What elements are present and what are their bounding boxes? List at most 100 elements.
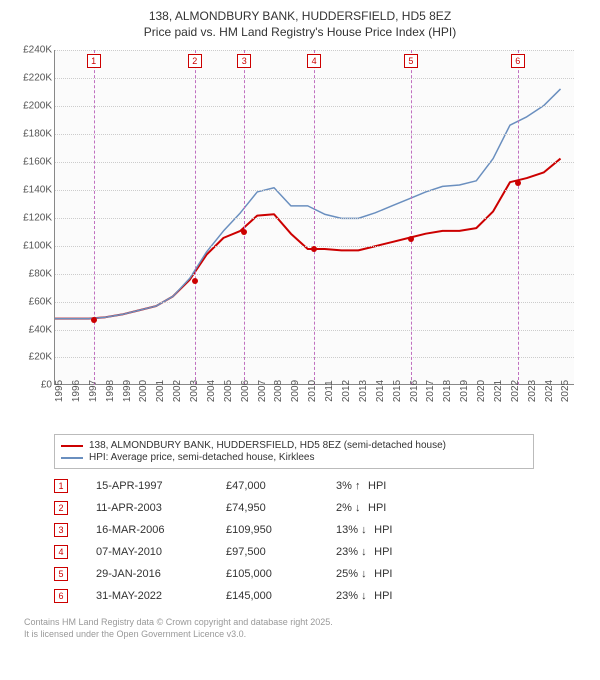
x-axis-label: 2006 [240, 380, 251, 402]
chart-title: 138, ALMONDBURY BANK, HUDDERSFIELD, HD5 … [12, 8, 588, 40]
marker-point [311, 246, 317, 252]
tx-delta: 23% ↓ HPI [336, 590, 436, 602]
tx-price: £97,500 [226, 546, 336, 558]
y-axis-label: £140K [14, 184, 52, 195]
x-axis-label: 2005 [223, 380, 234, 402]
tx-date: 11-APR-2003 [96, 502, 226, 514]
x-axis-label: 2014 [375, 380, 386, 402]
x-axis-label: 2017 [425, 380, 436, 402]
legend-swatch [61, 445, 83, 447]
chart-area: 123456 £0£20K£40K£60K£80K£100K£120K£140K… [12, 46, 588, 426]
marker-point [408, 236, 414, 242]
x-axis-label: 2012 [341, 380, 352, 402]
tx-price: £74,950 [226, 502, 336, 514]
tx-price: £47,000 [226, 480, 336, 492]
y-axis-label: £180K [14, 129, 52, 140]
x-axis-label: 2013 [358, 380, 369, 402]
marker-guideline [195, 50, 196, 385]
x-axis-label: 2010 [307, 380, 318, 402]
y-axis-label: £80K [14, 268, 52, 279]
title-line-2: Price paid vs. HM Land Registry's House … [12, 24, 588, 40]
x-axis-label: 1995 [54, 380, 65, 402]
legend-label: HPI: Average price, semi-detached house,… [89, 452, 315, 463]
x-axis-label: 2018 [442, 380, 453, 402]
x-axis-label: 2009 [290, 380, 301, 402]
tx-delta: 25% ↓ HPI [336, 568, 436, 580]
x-axis-label: 2016 [409, 380, 420, 402]
marker-guideline [411, 50, 412, 385]
y-axis-label: £60K [14, 296, 52, 307]
x-axis-label: 2015 [392, 380, 403, 402]
marker-point [91, 317, 97, 323]
row-marker: 6 [54, 589, 68, 603]
y-axis-label: £0 [14, 380, 52, 391]
y-axis-label: £220K [14, 73, 52, 84]
x-axis-label: 2024 [544, 380, 555, 402]
marker-point [515, 180, 521, 186]
row-marker: 2 [54, 501, 68, 515]
x-axis-label: 2002 [172, 380, 183, 402]
x-axis-label: 2020 [476, 380, 487, 402]
x-axis-label: 2000 [138, 380, 149, 402]
x-axis-label: 2021 [493, 380, 504, 402]
y-axis-label: £100K [14, 240, 52, 251]
tx-price: £109,950 [226, 524, 336, 536]
transaction-row: 4 07-MAY-2010£97,50023% ↓ HPI [54, 541, 588, 563]
marker-guideline [244, 50, 245, 385]
x-axis-label: 2007 [257, 380, 268, 402]
x-axis-label: 2004 [206, 380, 217, 402]
footer-line-1: Contains HM Land Registry data © Crown c… [24, 617, 588, 629]
transaction-table: 115-APR-1997£47,0003% ↑ HPI211-APR-2003£… [54, 475, 588, 607]
marker-label: 2 [188, 54, 202, 68]
tx-delta: 13% ↓ HPI [336, 524, 436, 536]
transaction-row: 3 16-MAR-2006£109,95013% ↓ HPI [54, 519, 588, 541]
row-marker: 3 [54, 523, 68, 537]
legend-label: 138, ALMONDBURY BANK, HUDDERSFIELD, HD5 … [89, 440, 446, 451]
marker-label: 1 [87, 54, 101, 68]
row-marker: 1 [54, 479, 68, 493]
marker-point [192, 278, 198, 284]
tx-date: 15-APR-1997 [96, 480, 226, 492]
legend: 138, ALMONDBURY BANK, HUDDERSFIELD, HD5 … [54, 434, 534, 469]
transaction-row: 5 29-JAN-2016£105,00025% ↓ HPI [54, 563, 588, 585]
y-axis-label: £240K [14, 45, 52, 56]
series-hpi [55, 89, 561, 319]
y-axis-label: £200K [14, 101, 52, 112]
transaction-row: 115-APR-1997£47,0003% ↑ HPI [54, 475, 588, 497]
tx-delta: 2% ↓ HPI [336, 502, 436, 514]
legend-item: 138, ALMONDBURY BANK, HUDDERSFIELD, HD5 … [61, 440, 527, 451]
legend-item: HPI: Average price, semi-detached house,… [61, 452, 527, 463]
title-line-1: 138, ALMONDBURY BANK, HUDDERSFIELD, HD5 … [12, 8, 588, 24]
y-axis-label: £160K [14, 157, 52, 168]
row-marker: 4 [54, 545, 68, 559]
chart-container: 138, ALMONDBURY BANK, HUDDERSFIELD, HD5 … [0, 0, 600, 680]
footer-line-2: It is licensed under the Open Government… [24, 629, 588, 641]
tx-price: £105,000 [226, 568, 336, 580]
x-axis-label: 2022 [510, 380, 521, 402]
tx-date: 16-MAR-2006 [96, 524, 226, 536]
marker-guideline [518, 50, 519, 385]
x-axis-label: 2001 [155, 380, 166, 402]
y-axis-label: £20K [14, 352, 52, 363]
transaction-row: 2 11-APR-2003£74,9502% ↓ HPI [54, 497, 588, 519]
tx-delta: 23% ↓ HPI [336, 546, 436, 558]
x-axis-label: 2019 [459, 380, 470, 402]
tx-date: 29-JAN-2016 [96, 568, 226, 580]
x-axis-label: 1996 [71, 380, 82, 402]
series-property [55, 159, 561, 319]
marker-label: 3 [237, 54, 251, 68]
row-marker: 5 [54, 567, 68, 581]
footer-attribution: Contains HM Land Registry data © Crown c… [12, 617, 588, 640]
transaction-row: 631-MAY-2022£145,00023% ↓ HPI [54, 585, 588, 607]
x-axis-label: 2008 [273, 380, 284, 402]
x-axis-label: 1998 [105, 380, 116, 402]
tx-price: £145,000 [226, 590, 336, 602]
marker-label: 6 [511, 54, 525, 68]
marker-label: 5 [404, 54, 418, 68]
tx-date: 07-MAY-2010 [96, 546, 226, 558]
marker-guideline [94, 50, 95, 385]
y-axis-label: £40K [14, 324, 52, 335]
marker-guideline [314, 50, 315, 385]
marker-label: 4 [307, 54, 321, 68]
legend-swatch [61, 457, 83, 459]
